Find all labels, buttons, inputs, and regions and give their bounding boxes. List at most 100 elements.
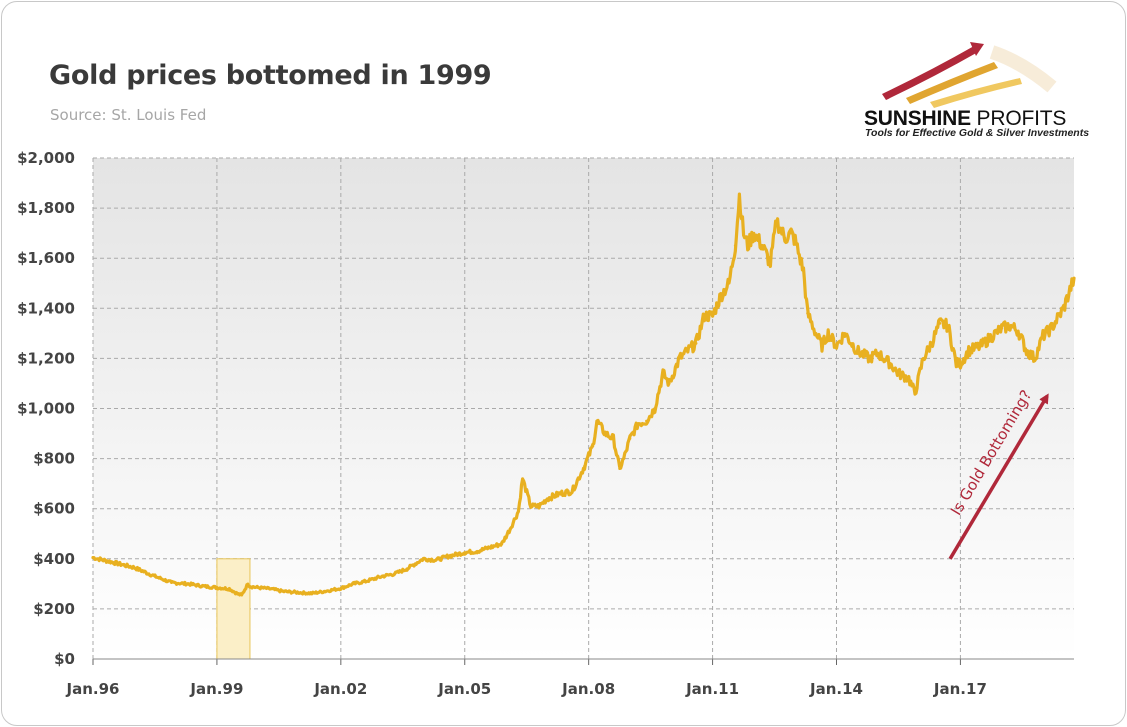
data-point: [170, 581, 173, 584]
data-point: [719, 294, 723, 298]
data-point: [537, 504, 541, 508]
y-tick-label: $0: [54, 650, 75, 668]
data-point: [380, 574, 384, 578]
data-point: [1016, 329, 1020, 333]
data-point: [248, 584, 252, 588]
data-point: [281, 589, 285, 593]
y-tick-label: $400: [33, 550, 75, 568]
data-point: [618, 467, 622, 471]
x-axis-ticks: Jan.96 Jan.99 Jan.02 Jan.05 Jan.08 Jan.11 Jan.…: [66, 659, 987, 698]
x-tick-label: Jan.11: [685, 680, 739, 698]
swoosh-arrows-icon: [882, 42, 1057, 108]
data-point: [1062, 306, 1066, 310]
data-point: [628, 437, 632, 440]
data-point: [979, 344, 983, 348]
data-point: [603, 432, 607, 435]
data-point: [1033, 357, 1037, 360]
chart-title: Gold prices bottomed in 1999: [49, 60, 492, 91]
data-point: [907, 377, 911, 380]
data-point: [959, 362, 962, 365]
data-point: [463, 551, 467, 554]
data-point: [1000, 326, 1004, 330]
y-tick-label: $800: [33, 450, 75, 468]
highlight-box: [216, 558, 251, 660]
data-point: [570, 489, 574, 493]
data-point: [653, 407, 657, 410]
data-point: [153, 574, 157, 578]
data-point: [667, 382, 671, 385]
data-point: [694, 341, 698, 345]
data-point: [806, 311, 809, 315]
y-tick-label: $1,800: [17, 199, 75, 217]
data-point: [351, 582, 355, 586]
y-tick-label: $1,000: [17, 400, 75, 418]
data-point: [227, 587, 231, 591]
y-tick-label: $600: [33, 500, 75, 518]
y-axis-ticks: $0 $200 $400 $600 $800 $1,000 $1,200 $1,400 $1,6…: [17, 149, 75, 668]
data-point: [475, 549, 479, 553]
data-point: [760, 244, 764, 248]
data-point: [769, 261, 772, 265]
data-point: [702, 314, 706, 318]
data-point: [783, 236, 787, 240]
data-point: [583, 464, 586, 468]
data-point: [240, 593, 244, 597]
data-point: [930, 341, 933, 345]
data-point: [954, 362, 958, 365]
data-point: [711, 314, 714, 318]
data-point: [746, 244, 750, 248]
data-point: [1072, 276, 1076, 280]
data-point: [868, 357, 871, 360]
data-point: [339, 586, 343, 590]
data-point: [595, 419, 599, 423]
series-layer: [91, 192, 1076, 597]
data-point: [612, 437, 615, 440]
y-tick-label: $1,200: [17, 349, 75, 367]
data-point: [508, 527, 512, 531]
data-point: [967, 349, 971, 353]
data-point: [802, 269, 805, 273]
x-tick-label: Jan.08: [561, 680, 615, 698]
data-point: [1041, 334, 1045, 338]
data-point: [733, 244, 737, 248]
data-point: [826, 331, 830, 335]
data-point: [775, 219, 779, 223]
data-point: [186, 582, 190, 586]
data-point: [215, 586, 219, 590]
y-tick-label: $200: [33, 600, 75, 618]
data-point: [256, 586, 260, 590]
data-point: [112, 561, 116, 564]
data-point: [236, 592, 239, 596]
data-point: [876, 351, 880, 355]
data-point: [814, 331, 818, 335]
data-point: [678, 357, 681, 360]
data-point: [132, 566, 136, 569]
logo-brand: SUNSHINE PROFITS: [864, 107, 1067, 130]
data-point: [1008, 324, 1012, 328]
data-point: [888, 362, 892, 365]
data-point: [310, 591, 314, 595]
data-point: [500, 542, 504, 546]
y-tick-label: $2,000: [17, 149, 75, 167]
y-tick-label: $1,600: [17, 249, 75, 267]
data-point: [446, 554, 450, 558]
data-point: [545, 497, 549, 501]
y-tick-label: $1,400: [17, 299, 75, 317]
data-point: [558, 492, 562, 496]
gridlines: [92, 157, 1074, 659]
highlight-region: [216, 558, 251, 660]
data-point: [645, 419, 648, 423]
x-tick-label: Jan.14: [809, 680, 863, 698]
data-point: [364, 579, 368, 583]
data-point: [938, 321, 942, 325]
data-point: [393, 572, 396, 576]
gold-price-line: [91, 192, 1076, 597]
data-point: [738, 194, 741, 197]
data-point: [987, 336, 991, 340]
data-point: [820, 344, 824, 348]
data-point: [897, 372, 900, 375]
data-point: [422, 557, 425, 561]
data-point: [742, 231, 745, 235]
data-point: [269, 587, 273, 591]
